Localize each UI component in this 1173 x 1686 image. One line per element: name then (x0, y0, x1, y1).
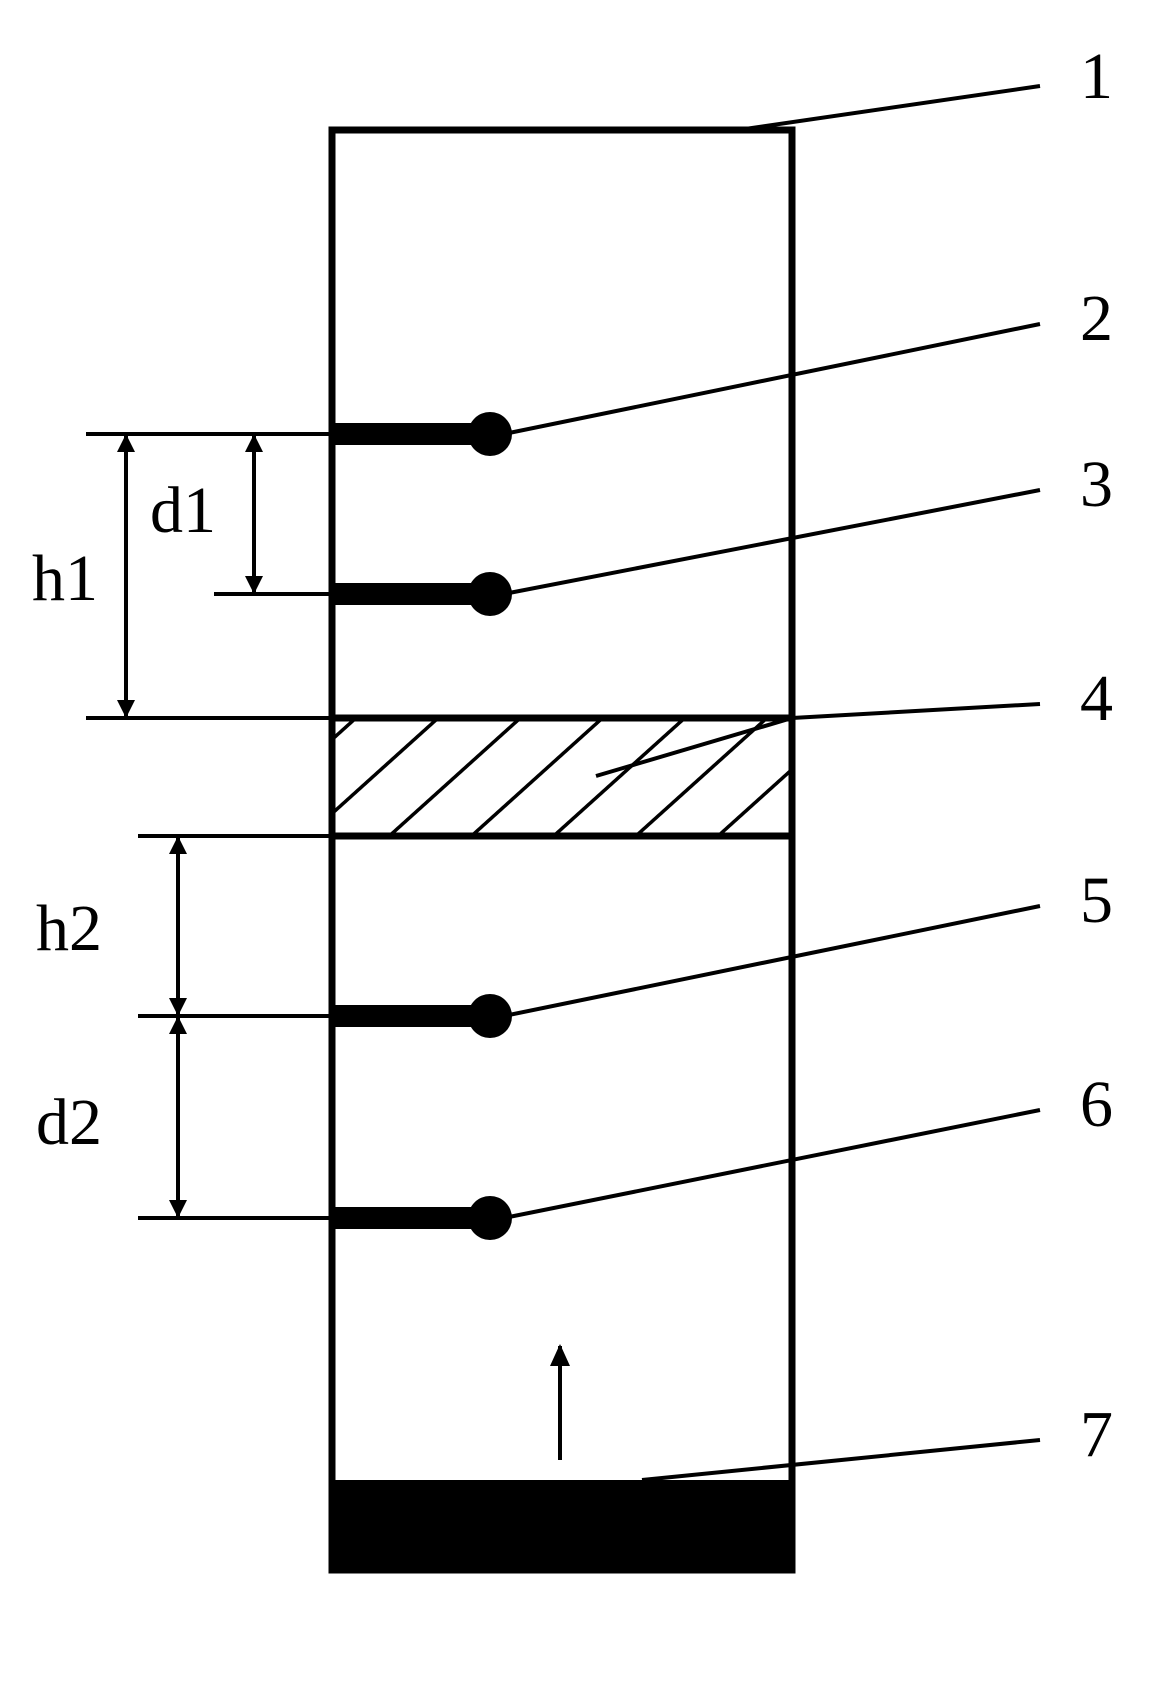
leader-l1: 1 (738, 40, 1113, 130)
piston (332, 1480, 792, 1570)
label-7: 7 (1080, 1398, 1113, 1471)
dim-d2: d2 (36, 1016, 332, 1218)
sample-band (332, 718, 792, 836)
label-6: 6 (1080, 1068, 1113, 1141)
dim-h2: h2 (36, 836, 332, 1016)
dim-d1: d1 (150, 434, 332, 594)
dim-label-d2: d2 (36, 1086, 102, 1159)
label-4: 4 (1080, 662, 1113, 735)
label-3: 3 (1080, 448, 1113, 521)
label-1: 1 (1080, 40, 1113, 113)
label-5: 5 (1080, 864, 1113, 937)
dim-label-h1: h1 (32, 542, 98, 615)
label-2: 2 (1080, 282, 1113, 355)
dim-label-d1: d1 (150, 474, 216, 547)
dim-label-h2: h2 (36, 892, 102, 965)
